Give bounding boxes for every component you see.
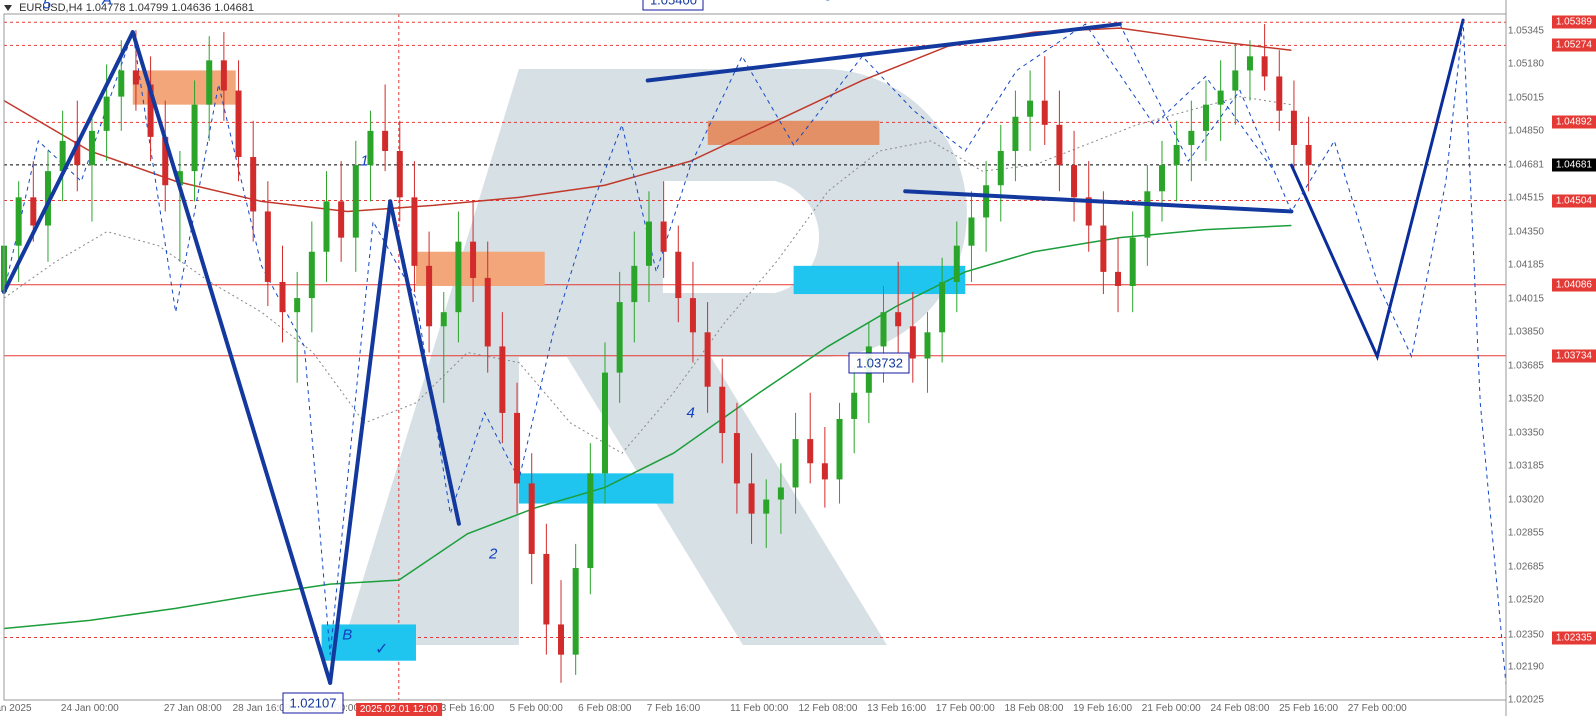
yaxis-tick: 1.02685 xyxy=(1508,562,1544,573)
wave-label: A xyxy=(102,0,112,8)
wave-label: 3 xyxy=(824,0,832,4)
yaxis-tick: 1.04350 xyxy=(1508,226,1544,237)
xaxis-tick: 21 Feb 00:00 xyxy=(1142,703,1201,714)
price-tag: 1.05274 xyxy=(1552,39,1596,52)
xaxis-tick: 17 Feb 00:00 xyxy=(936,703,995,714)
xaxis-tick: 7 Feb 16:00 xyxy=(647,703,700,714)
price-tag: 1.04086 xyxy=(1552,278,1596,291)
chart-svg[interactable] xyxy=(0,0,1596,716)
yaxis-tick: 1.04185 xyxy=(1508,259,1544,270)
forex-chart[interactable]: { "meta": { "symbol": "EURUSD", "timefra… xyxy=(0,0,1596,716)
price-tag: 1.02335 xyxy=(1552,631,1596,644)
xaxis-tick: 27 Feb 00:00 xyxy=(1348,703,1407,714)
xaxis-tick: 12 Feb 08:00 xyxy=(798,703,857,714)
wave-label: 4 xyxy=(686,404,694,421)
checkmark-icon: ✓ xyxy=(375,639,388,659)
xaxis-highlight: 2025.02.01 12:00 xyxy=(356,703,442,716)
xaxis-tick: 25 Feb 16:00 xyxy=(1279,703,1338,714)
yaxis-tick: 1.05345 xyxy=(1508,26,1544,37)
price-tag: 1.04892 xyxy=(1552,116,1596,129)
yaxis-tick: 1.03020 xyxy=(1508,494,1544,505)
price-tag: 1.03734 xyxy=(1552,349,1596,362)
xaxis-tick: 24 Feb 08:00 xyxy=(1210,703,1269,714)
yaxis-tick: 1.03185 xyxy=(1508,461,1544,472)
wave-label: 5 xyxy=(43,0,51,12)
xaxis-tick: 24 Jan 00:00 xyxy=(61,703,119,714)
wave-label: 1 xyxy=(360,153,368,170)
yaxis-tick: 1.02855 xyxy=(1508,527,1544,538)
wave-label: B xyxy=(342,626,352,643)
yaxis-tick: 1.04681 xyxy=(1508,159,1544,170)
xaxis-tick: 3 Feb 16:00 xyxy=(441,703,494,714)
xaxis-tick: 22 Jan 2025 xyxy=(0,703,32,714)
price-tag: 1.04681 xyxy=(1552,158,1596,171)
price-callout: 1.02107 xyxy=(282,692,343,713)
xaxis-tick: 19 Feb 16:00 xyxy=(1073,703,1132,714)
xaxis-tick: 27 Jan 08:00 xyxy=(164,703,222,714)
xaxis-tick: 5 Feb 00:00 xyxy=(509,703,562,714)
yaxis-tick: 1.03685 xyxy=(1508,360,1544,371)
wave-label: 2 xyxy=(489,545,497,562)
yaxis-tick: 1.02025 xyxy=(1508,695,1544,706)
yaxis-tick: 1.02350 xyxy=(1508,629,1544,640)
xaxis-tick: 6 Feb 08:00 xyxy=(578,703,631,714)
xaxis-tick: 11 Feb 00:00 xyxy=(730,703,788,714)
yaxis-tick: 1.02190 xyxy=(1508,661,1544,672)
yaxis-tick: 1.03350 xyxy=(1508,428,1544,439)
yaxis-tick: 1.03520 xyxy=(1508,393,1544,404)
xaxis-tick: 18 Feb 08:00 xyxy=(1004,703,1063,714)
price-callout: 1.05400 xyxy=(643,0,704,10)
yaxis-tick: 1.04850 xyxy=(1508,125,1544,136)
yaxis-tick: 1.05180 xyxy=(1508,59,1544,70)
yaxis-tick: 1.04515 xyxy=(1508,193,1544,204)
price-tag: 1.04504 xyxy=(1552,194,1596,207)
xaxis-tick: 13 Feb 16:00 xyxy=(867,703,926,714)
price-tag: 1.05389 xyxy=(1552,16,1596,29)
yaxis-tick: 1.03850 xyxy=(1508,327,1544,338)
yaxis-tick: 1.04015 xyxy=(1508,294,1544,305)
price-callout: 1.03732 xyxy=(849,352,910,373)
yaxis-tick: 1.05015 xyxy=(1508,92,1544,103)
yaxis-tick: 1.02520 xyxy=(1508,595,1544,606)
